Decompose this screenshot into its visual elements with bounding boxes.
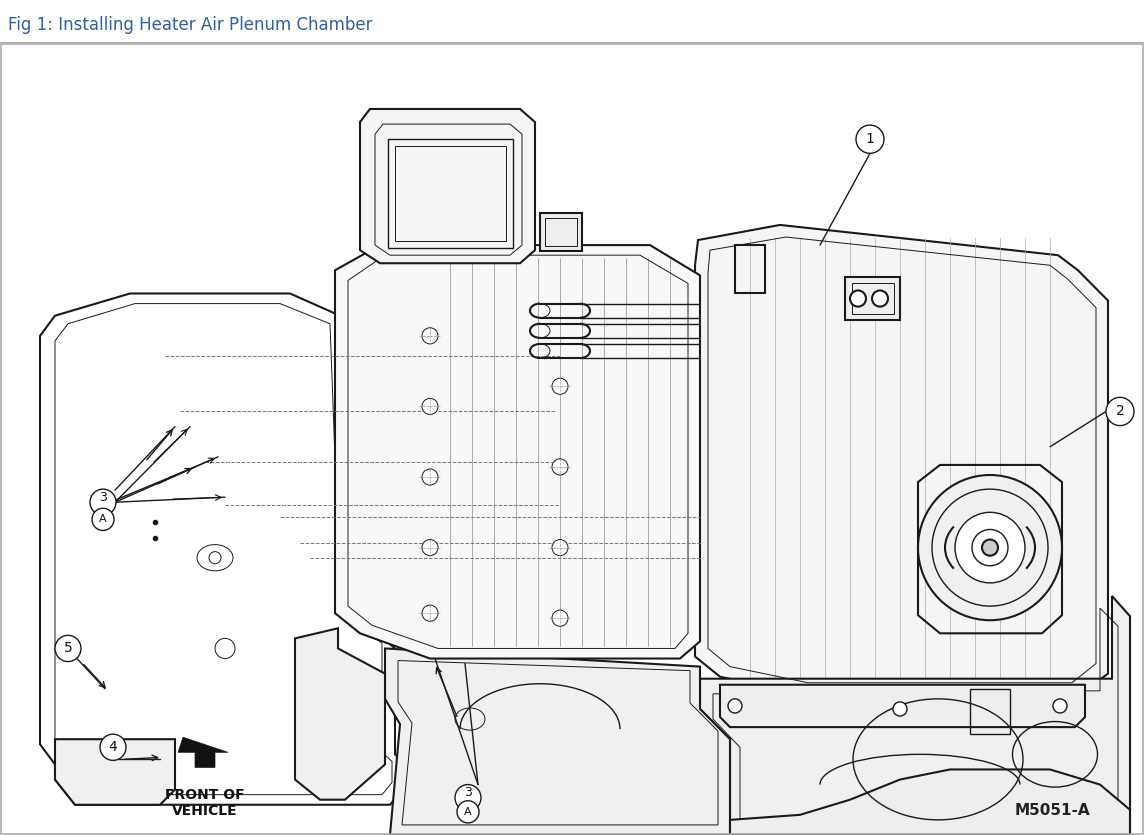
Circle shape xyxy=(850,291,866,306)
Circle shape xyxy=(209,552,221,564)
Circle shape xyxy=(955,513,1025,583)
Circle shape xyxy=(92,509,114,530)
Circle shape xyxy=(728,699,742,713)
Polygon shape xyxy=(55,739,175,805)
Text: 5: 5 xyxy=(64,641,72,655)
Circle shape xyxy=(90,489,116,515)
Text: A: A xyxy=(464,807,471,817)
Circle shape xyxy=(55,635,81,661)
Polygon shape xyxy=(335,245,700,659)
Circle shape xyxy=(422,328,438,344)
Circle shape xyxy=(215,639,235,659)
Bar xyxy=(395,146,506,241)
Bar xyxy=(970,689,1010,734)
Text: A: A xyxy=(100,514,106,524)
Circle shape xyxy=(553,539,569,555)
Text: 4: 4 xyxy=(109,741,118,754)
Text: FRONT OF
VEHICLE: FRONT OF VEHICLE xyxy=(165,787,245,817)
Text: 1: 1 xyxy=(866,132,874,146)
Text: 3: 3 xyxy=(100,491,106,504)
Bar xyxy=(540,213,582,251)
Circle shape xyxy=(917,475,1062,620)
Text: 3: 3 xyxy=(464,786,472,799)
Text: Fig 1: Installing Heater Air Plenum Chamber: Fig 1: Installing Heater Air Plenum Cham… xyxy=(8,16,373,34)
Circle shape xyxy=(972,529,1008,566)
Circle shape xyxy=(553,610,569,626)
Circle shape xyxy=(422,539,438,555)
Polygon shape xyxy=(360,109,535,263)
Text: M5051-A: M5051-A xyxy=(1015,803,1090,817)
Polygon shape xyxy=(730,770,1130,835)
Bar xyxy=(545,218,577,246)
Bar xyxy=(852,283,893,314)
Circle shape xyxy=(455,785,480,811)
Circle shape xyxy=(872,291,888,306)
Polygon shape xyxy=(40,293,405,805)
Circle shape xyxy=(893,702,907,716)
Circle shape xyxy=(1052,699,1067,713)
Circle shape xyxy=(100,734,126,761)
Polygon shape xyxy=(700,596,1130,835)
Polygon shape xyxy=(386,649,730,835)
Circle shape xyxy=(422,469,438,485)
Circle shape xyxy=(422,605,438,621)
Bar xyxy=(845,277,900,320)
Circle shape xyxy=(553,378,569,394)
Circle shape xyxy=(1106,397,1134,426)
Circle shape xyxy=(456,801,479,823)
Polygon shape xyxy=(295,628,386,800)
Text: 2: 2 xyxy=(1115,404,1125,418)
Circle shape xyxy=(553,459,569,475)
Circle shape xyxy=(856,125,884,154)
Polygon shape xyxy=(696,225,1109,694)
Bar xyxy=(388,139,513,248)
Polygon shape xyxy=(720,685,1085,727)
Circle shape xyxy=(422,398,438,414)
Polygon shape xyxy=(178,737,228,767)
Circle shape xyxy=(982,539,998,555)
